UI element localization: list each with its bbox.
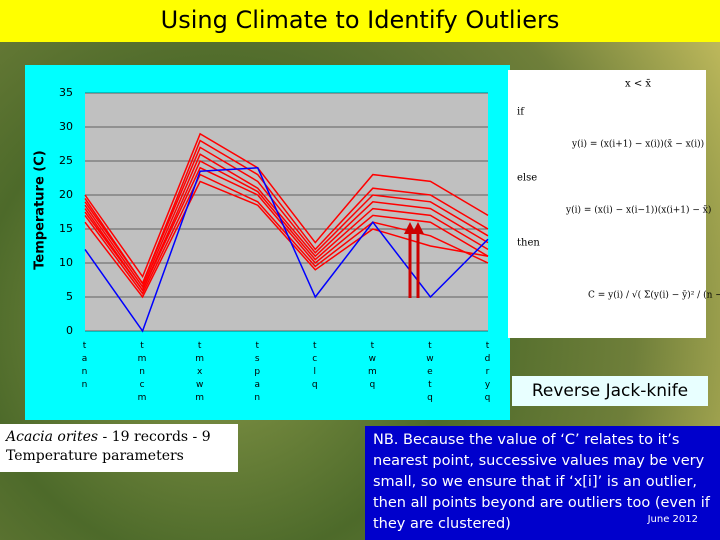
species: Acacia orites: [6, 429, 99, 445]
x-tick-label: tmxwm: [195, 341, 205, 406]
y-tick-label: 5: [66, 290, 73, 303]
y-tick-label: 10: [59, 256, 73, 269]
method-label: Reverse Jack-knife: [532, 381, 688, 401]
y-tick-label: 25: [59, 154, 73, 167]
formula-else-eq: y(i) = (x(i) − x(i−1))(x(i+1) − x̄): [565, 205, 711, 216]
formula-then: then: [517, 238, 540, 249]
title-bar: [0, 0, 720, 42]
slide-title: Using Climate to Identify Outliers: [161, 6, 560, 34]
method-box: [512, 376, 708, 406]
x-tick-label: twmq: [367, 341, 377, 393]
note-box: NB. Because the value of ‘C’ relates to …: [365, 426, 720, 540]
x-tick-label: tclq: [310, 341, 320, 393]
series-line: [84, 132, 489, 279]
caption-text: - 19 records - 9 Temperature parameters: [6, 429, 211, 464]
y-tick-label: 20: [59, 188, 73, 201]
arrows: [404, 222, 424, 298]
y-tick-label: 30: [59, 120, 73, 133]
y-tick-label: 0: [66, 324, 73, 337]
formula-if: if: [517, 107, 525, 118]
series-line: [84, 166, 489, 292]
formula-condition: x < x̄: [625, 79, 651, 90]
formula-panel: [508, 70, 706, 338]
date: June 2012: [647, 514, 698, 525]
x-tick-label: twetq: [425, 341, 435, 406]
x-tick-label: tspan: [252, 341, 262, 406]
series-line: [84, 167, 489, 333]
y-tick-label: 15: [59, 222, 73, 235]
y-axis-label: Temperature (C): [33, 150, 48, 269]
series-line: [84, 180, 489, 299]
formula-else: else: [517, 173, 537, 184]
caption-box: Acacia orites - 19 records - 9 Temperatu…: [0, 424, 238, 472]
x-tick-label: tdryq: [483, 341, 493, 406]
note-text: NB. Because the value of ‘C’ relates to …: [373, 432, 710, 532]
formula-if-eq: y(i) = (x(i+1) − x(i))(x̄ − x(i)): [571, 139, 704, 150]
x-tick-label: tann: [80, 341, 90, 393]
y-tick-label: 35: [59, 86, 73, 99]
x-tick-label: tmncm: [137, 341, 147, 406]
series-line: [84, 153, 489, 289]
formula-then-eq: C = y(i) / √( Σ(y(i) − ȳ)² / (n − 1) ): [588, 290, 720, 301]
series-line: [84, 146, 489, 285]
